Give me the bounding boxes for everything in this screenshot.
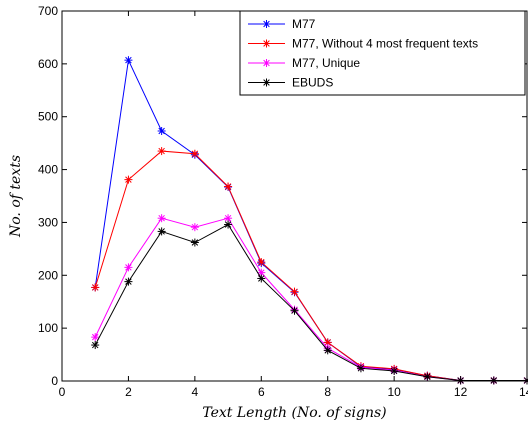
legend-label: M77, Without 4 most frequent texts <box>292 37 478 51</box>
series-line <box>94 223 527 381</box>
data-point <box>157 126 166 135</box>
data-point <box>157 147 166 156</box>
legend-item: M77, Without 4 most frequent texts <box>248 37 478 51</box>
data-point <box>290 287 299 296</box>
data-point <box>224 220 233 229</box>
y-tick-label: 400 <box>38 163 58 177</box>
data-point <box>489 376 498 385</box>
legend-item: M77, Unique <box>248 56 360 70</box>
data-point <box>157 227 166 236</box>
y-tick-label: 500 <box>38 110 58 124</box>
y-tick-label: 0 <box>51 374 58 388</box>
legend-label: M77 <box>292 17 316 31</box>
data-point <box>124 56 133 65</box>
x-tick-label: 10 <box>387 385 401 399</box>
series-4 <box>91 220 528 385</box>
data-point <box>124 175 133 184</box>
x-tick-label: 6 <box>258 385 265 399</box>
y-axis-ticks: 0 100 200 300 400 500 600 700 <box>38 4 527 388</box>
legend-label: EBUDS <box>292 76 333 90</box>
legend-label: M77, Unique <box>292 56 360 70</box>
y-tick-label: 600 <box>38 57 58 71</box>
legend-marker <box>262 39 271 48</box>
data-point <box>290 306 299 315</box>
data-point <box>124 263 133 272</box>
y-tick-label: 200 <box>38 268 58 282</box>
legend: M77 M77, Without 4 most frequent texts M77… <box>239 10 526 96</box>
legend-marker <box>262 78 271 87</box>
data-point <box>456 376 465 385</box>
x-tick-label: 2 <box>125 385 132 399</box>
series-layer <box>91 56 528 385</box>
y-tick-label: 700 <box>38 4 58 18</box>
data-point <box>323 346 332 355</box>
x-axis-ticks: 0 2 4 6 8 10 12 14 <box>59 11 528 399</box>
x-tick-label: 4 <box>192 385 199 399</box>
y-axis-label: No. of texts <box>8 155 24 238</box>
data-point <box>124 277 133 286</box>
y-tick-label: 100 <box>38 321 58 335</box>
data-point <box>91 341 100 350</box>
legend-box <box>239 10 526 96</box>
data-point <box>257 258 266 267</box>
x-tick-label: 14 <box>519 385 528 399</box>
data-point <box>257 274 266 283</box>
data-point <box>224 182 233 191</box>
data-point <box>423 372 432 381</box>
data-point <box>390 366 399 375</box>
x-tick-label: 12 <box>454 385 468 399</box>
legend-item: M77 <box>248 17 316 31</box>
data-point <box>91 283 100 292</box>
x-axis-label: Text Length (No. of signs) <box>202 405 386 421</box>
legend-marker <box>262 59 271 67</box>
data-point <box>190 238 199 247</box>
legend-marker <box>262 20 271 28</box>
data-point <box>91 333 100 342</box>
x-tick-label: 8 <box>324 385 331 399</box>
legend-item: EBUDS <box>248 76 333 90</box>
y-tick-label: 300 <box>38 215 58 229</box>
data-point <box>190 223 199 232</box>
x-tick-label: 0 <box>59 385 66 399</box>
data-point <box>157 214 166 223</box>
data-point <box>356 364 365 373</box>
data-point <box>190 149 199 158</box>
data-point <box>523 376 528 385</box>
